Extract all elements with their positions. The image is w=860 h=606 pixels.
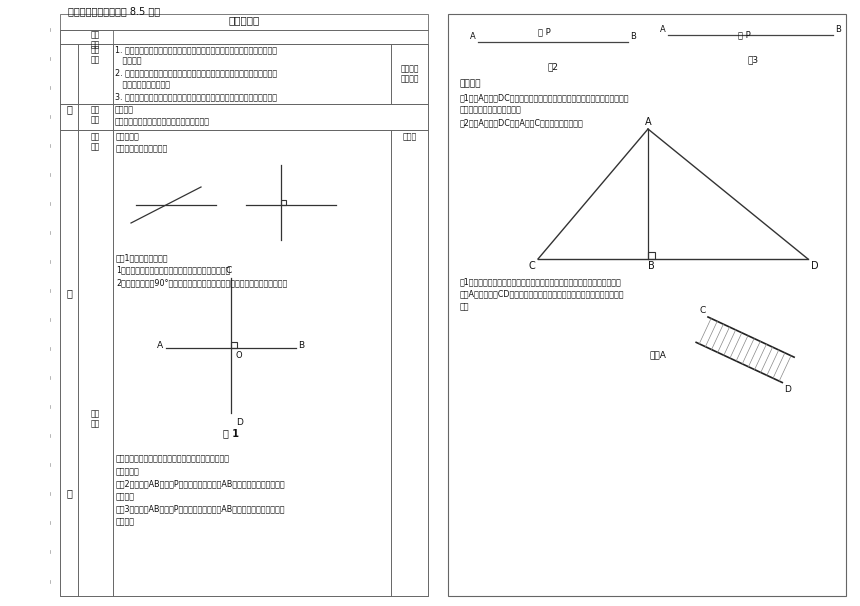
Text: 请同学们举出一些日常生活中互相垂直的直线的例子。
自主学习二
如图2经过直线AB外一点P，画直线与已知直线AB垂直（且讨论这样的直线
有几条）
如图3经过直线A: 请同学们举出一些日常生活中互相垂直的直线的例子。 自主学习二 如图2经过直线AB… (116, 454, 286, 526)
Text: 线: 线 (66, 488, 72, 499)
Text: ， P: ， P (738, 30, 751, 39)
Bar (78, 130, 113, 596)
Bar (448, 14, 846, 596)
Text: C: C (528, 261, 535, 271)
Text: 例1：某村庄在如图所示的小河边，为解决村庄供水问题，需把河中的水引到
村庄A处，在河岸CD的什么地方开沟，才能使沟最短？画出图来，并说明道
理。: 例1：某村庄在如图所示的小河边，为解决村庄供水问题，需把河中的水引到 村庄A处，… (460, 277, 624, 311)
Text: 自主
学习: 自主 学习 (91, 132, 100, 152)
Text: 图3: 图3 (747, 55, 759, 64)
Text: 学习
目标: 学习 目标 (91, 45, 100, 64)
Text: 要求：: 要求： (402, 132, 416, 141)
Text: 如图1，回答下列问题：
1．两直线相交，有几个角，这些角有哪些数量关系？
2．当一个角等于90°时，图中的其它三个角是什么角？为什么？与同学交流。: 如图1，回答下列问题： 1．两直线相交，有几个角，这些角有哪些数量关系？ 2．当… (116, 253, 287, 287)
Bar (60, 130, 78, 596)
Text: 图2: 图2 (548, 62, 558, 71)
Bar (113, 44, 391, 104)
Text: 认真阅读
明确目标: 认真阅读 明确目标 (400, 64, 419, 84)
Text: 自主学习一
思考：相交有哪些类型？: 自主学习一 思考：相交有哪些类型？ (116, 132, 169, 153)
Bar (391, 130, 428, 596)
Text: 1. 了解两条直线互相垂直、垂线、垂线段的概念，会用符号表示两条直线互
   相垂直；
2. 会用三角尺或量角器过一点画一条直线的垂线，知道过一点有且仅有一条
: 1. 了解两条直线互相垂直、垂线、垂线段的概念，会用符号表示两条直线互 相垂直；… (115, 45, 277, 101)
Text: D: D (811, 261, 819, 271)
Text: 合作交流: 合作交流 (460, 79, 482, 88)
Text: C: C (700, 306, 706, 315)
Text: A: A (660, 25, 666, 34)
Bar (78, 44, 113, 104)
Text: 图 1: 图 1 (223, 428, 239, 438)
Bar (60, 30, 113, 44)
Bar (60, 14, 428, 30)
Text: D: D (236, 418, 243, 427)
Text: 问题与活动: 问题与活动 (229, 15, 260, 25)
Bar (391, 44, 428, 104)
Bar (113, 104, 428, 130)
Text: B: B (835, 25, 841, 34)
Bar (231, 342, 237, 348)
Text: C: C (226, 266, 232, 275)
Bar (78, 104, 113, 130)
Bar (60, 104, 78, 130)
Text: 订: 订 (66, 288, 72, 298)
Bar (113, 130, 391, 596)
Text: A: A (157, 342, 163, 350)
Bar (648, 252, 655, 259)
Bar (60, 44, 78, 104)
Text: O: O (235, 351, 242, 360)
Bar (60, 44, 428, 104)
Text: 复习导入
回顾同一平面上的两条直线有哪些位置关系？: 复习导入 回顾同一平面上的两条直线有哪些位置关系？ (115, 105, 210, 127)
Bar (60, 130, 428, 596)
Bar (60, 30, 428, 44)
Text: 合作
探究: 合作 探究 (91, 409, 100, 428)
Text: 装: 装 (66, 104, 72, 114)
Text: A: A (645, 117, 651, 127)
Text: B: B (648, 261, 654, 271)
Text: ， P: ， P (538, 27, 550, 36)
Text: D: D (784, 385, 791, 393)
Bar (60, 104, 428, 130)
Text: 学习
预设: 学习 预设 (91, 30, 100, 50)
Text: 导入
新课: 导入 新课 (91, 105, 100, 124)
Bar (281, 200, 286, 205)
Text: B: B (298, 342, 304, 350)
Text: 课题：七年级数学下册 8.5 垂直: 课题：七年级数学下册 8.5 垂直 (68, 6, 160, 16)
Text: 村庄A: 村庄A (649, 350, 666, 359)
Text: B: B (630, 32, 636, 41)
Text: A: A (470, 32, 476, 41)
Text: （1）点A与直线DC上各点的距离长短一样吗？谁最短？它具备什么条件？学
生分小组测量、讨论、归纳。
（2）点A到直线DC与点A到点C的距离有什么区别？: （1）点A与直线DC上各点的距离长短一样吗？谁最短？它具备什么条件？学 生分小组… (460, 93, 630, 127)
